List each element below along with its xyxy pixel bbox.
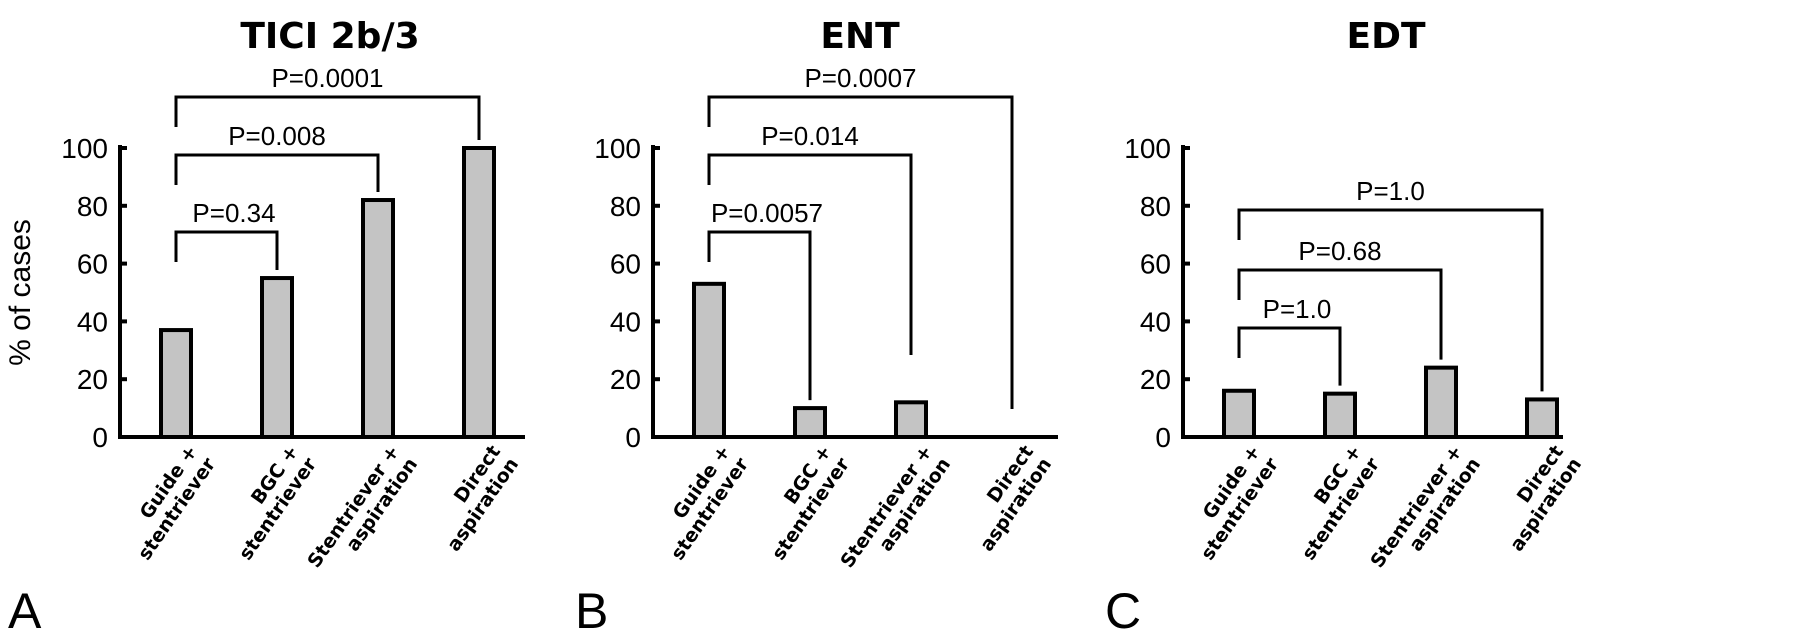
p-value-label: P=0.34 (192, 198, 275, 228)
x-category-label: Guide +stentriever (116, 441, 221, 564)
x-category-label: Directaspiration (425, 441, 523, 555)
y-tick-label: 40 (610, 306, 641, 337)
p-value-label: P=0.0007 (804, 63, 916, 93)
bar-3 (894, 400, 928, 440)
y-tick-label: 80 (77, 191, 108, 222)
chart-panel-a: TICI 2b/3 0 20 40 60 80 100 % of cases Guide +st… (4, 16, 525, 635)
bar-1 (1222, 388, 1256, 440)
y-tick-label: 80 (1140, 191, 1171, 222)
x-category-label: BGC +stentriever (750, 441, 855, 564)
bar-3 (361, 198, 395, 439)
bar-2 (793, 406, 827, 440)
bar-2 (260, 276, 294, 439)
bar-3 (1424, 365, 1458, 440)
y-tick-label: 100 (594, 133, 641, 164)
p-value-label: P=0.0057 (711, 198, 823, 228)
bar-4 (462, 146, 496, 439)
y-axis-label: % of cases (4, 219, 37, 366)
p-value-label: P=0.014 (761, 121, 859, 151)
x-category-label: BGC +stentriever (1280, 441, 1385, 564)
x-category-label: Directaspiration (1488, 441, 1586, 555)
y-tick-label: 60 (1140, 249, 1171, 280)
significance-bracket (174, 153, 380, 193)
chart-title: TICI 2b/3 (240, 16, 419, 57)
x-category-label: Stentriever +aspiration (303, 441, 422, 584)
chart-panel-c: EDT 0 20 40 60 80 100 Guide +stentriever BGC +st… (1105, 16, 1586, 635)
bar-2 (1323, 391, 1357, 439)
significance-bracket (1237, 268, 1443, 360)
panel-letter: A (8, 583, 42, 635)
chart-title: ENT (820, 16, 900, 57)
y-tick-label: 20 (1140, 364, 1171, 395)
significance-bracket (174, 230, 279, 271)
significance-bracket (707, 230, 812, 401)
panel-letter: C (1105, 583, 1141, 635)
x-category-label: Stentriever +aspiration (1366, 441, 1485, 584)
chart-panel-b: ENT 0 20 40 60 80 100 Guide +stentriever BGC +st… (575, 16, 1058, 635)
y-tick-label: 80 (610, 191, 641, 222)
significance-bracket (707, 95, 1014, 409)
x-category-label: Stentriever +aspiration (836, 441, 955, 584)
y-tick-label: 60 (77, 249, 108, 280)
p-value-label: P=1.0 (1263, 294, 1332, 324)
y-tick-label: 20 (77, 364, 108, 395)
y-tick-label: 100 (1124, 133, 1171, 164)
y-tick-label: 40 (77, 306, 108, 337)
panel-letter: B (575, 583, 608, 635)
p-value-label: P=0.008 (228, 121, 326, 151)
bar-4 (1525, 397, 1559, 439)
significance-bracket (707, 153, 913, 355)
y-tick-label: 0 (1155, 422, 1171, 453)
chart-title: EDT (1346, 16, 1425, 57)
bar-1 (159, 328, 193, 440)
y-tick-label: 0 (625, 422, 641, 453)
significance-bracket (174, 95, 481, 140)
y-tick-label: 100 (61, 133, 108, 164)
y-tick-label: 0 (92, 422, 108, 453)
y-tick-label: 40 (1140, 306, 1171, 337)
x-category-label: BGC +stentriever (217, 441, 322, 564)
p-value-label: P=0.0001 (271, 63, 383, 93)
significance-bracket (1237, 208, 1544, 392)
p-value-label: P=0.68 (1298, 236, 1381, 266)
x-category-label: Directaspiration (958, 441, 1056, 555)
x-category-label: Guide +stentriever (649, 441, 754, 564)
bar-1 (692, 281, 726, 439)
x-category-label: Guide +stentriever (1179, 441, 1284, 564)
p-value-label: P=1.0 (1356, 176, 1425, 206)
significance-bracket (1237, 326, 1342, 386)
y-tick-label: 60 (610, 249, 641, 280)
y-tick-label: 20 (610, 364, 641, 395)
